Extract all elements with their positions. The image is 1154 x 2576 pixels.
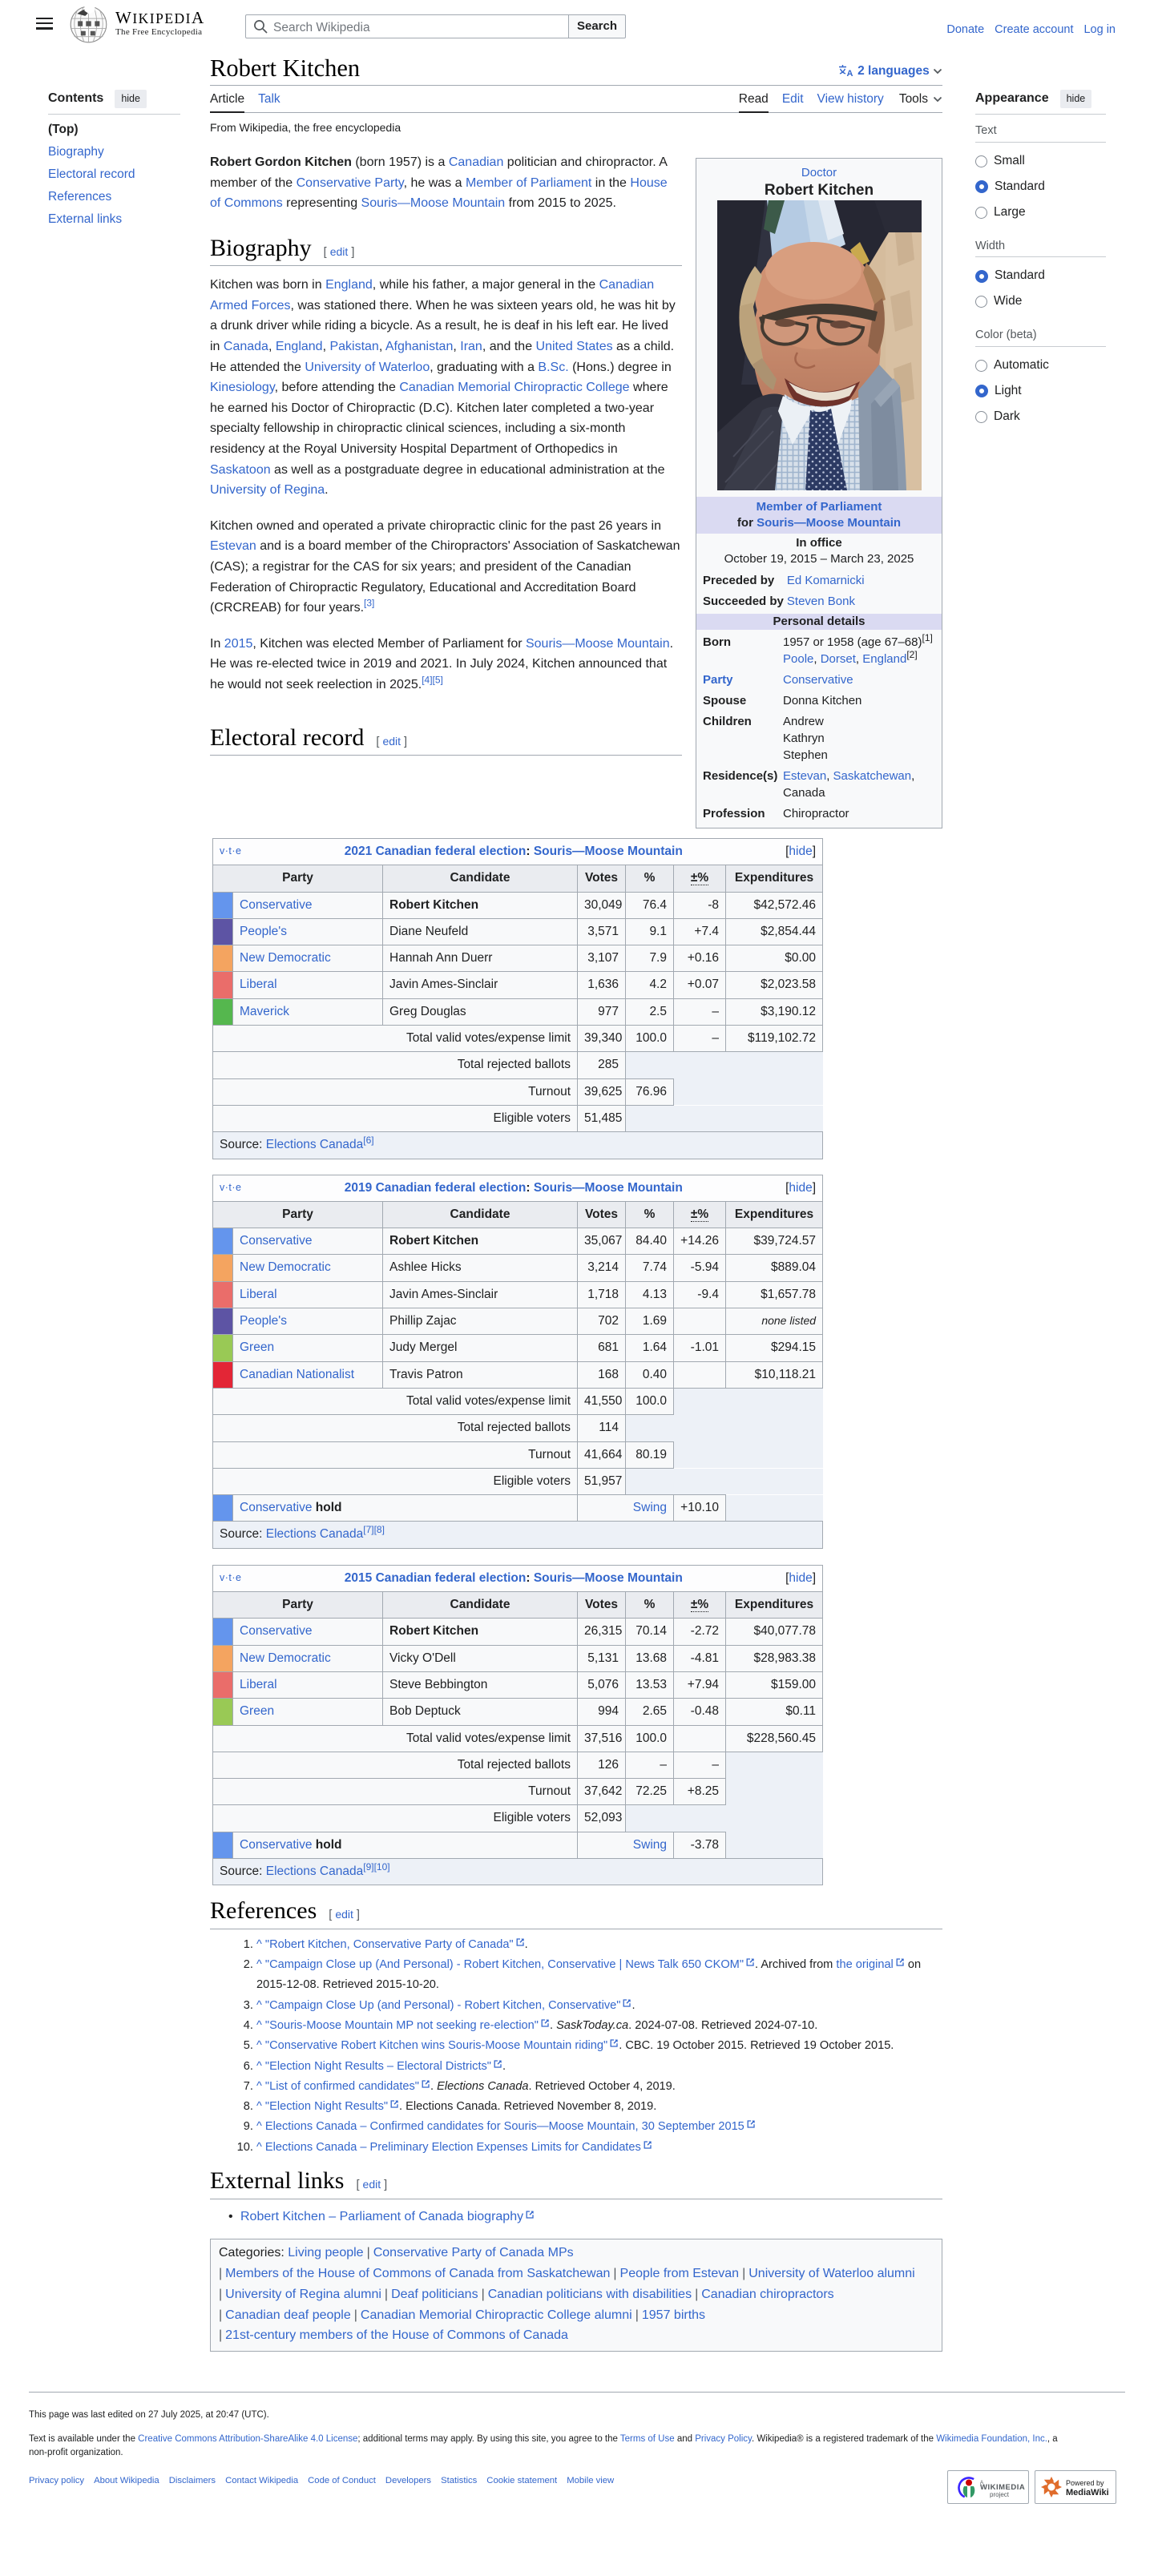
- svg-text:WIKIMEDIA: WIKIMEDIA: [980, 2483, 1025, 2492]
- svg-text:project: project: [990, 2491, 1010, 2498]
- svg-text:MediaWiki: MediaWiki: [1066, 2488, 1109, 2497]
- svg-text:Powered by: Powered by: [1066, 2479, 1104, 2487]
- svg-text:A: A: [980, 2481, 983, 2485]
- svg-text:A: A: [846, 69, 853, 77]
